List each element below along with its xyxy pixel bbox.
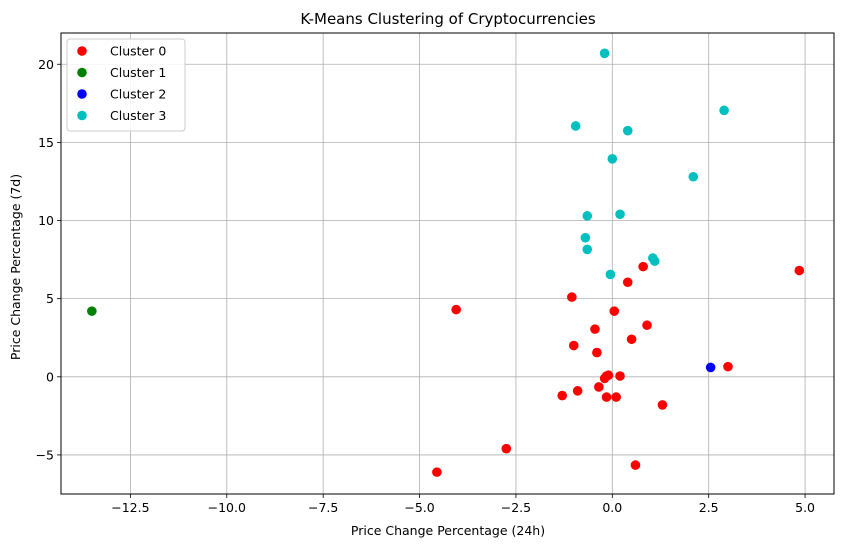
x-tick-label: 5.0 (795, 500, 815, 515)
data-point (611, 392, 621, 402)
data-point (794, 265, 805, 276)
data-point (567, 292, 577, 302)
data-point (599, 48, 610, 59)
legend-marker (77, 110, 87, 121)
data-point (657, 400, 668, 410)
y-tick-label: −5 (36, 447, 54, 462)
y-axis-ticks: −5 0 5 10 15 20 (36, 57, 61, 462)
data-point (572, 386, 583, 396)
chart-title: K-Means Clustering of Cryptocurrencies (300, 10, 596, 28)
data-point (601, 392, 612, 402)
x-tick-label: −12.5 (111, 500, 149, 515)
series-0 (432, 261, 805, 477)
data-point (557, 390, 567, 401)
data-point (705, 362, 716, 373)
legend-marker (77, 46, 87, 56)
data-point (580, 232, 591, 243)
data-point (688, 171, 699, 182)
data-point (626, 334, 637, 345)
y-axis-label: Price Change Percentage (7d) (8, 174, 23, 360)
data-point (603, 370, 614, 381)
data-point (642, 320, 652, 331)
data-point (432, 467, 442, 477)
legend: Cluster 0 Cluster 1 Cluster 2 Cluster 3 (66, 38, 186, 132)
data-point (568, 340, 579, 351)
x-axis-ticks: −12.5 −10.0 −7.5 −5.0 −2.5 0.0 2.5 5.0 (111, 494, 815, 515)
data-point (570, 121, 581, 131)
x-tick-label: −10.0 (208, 500, 246, 515)
series-1 (87, 306, 97, 316)
data-point (638, 261, 648, 272)
legend-entry: Cluster 0 (110, 44, 166, 59)
x-tick-label: 0.0 (602, 500, 622, 515)
data-point (582, 211, 593, 221)
data-point (630, 460, 641, 470)
data-point (615, 209, 625, 220)
y-tick-label: 15 (38, 135, 54, 150)
legend-marker (77, 89, 87, 99)
x-tick-label: −2.5 (501, 500, 531, 515)
grid-lines (61, 33, 834, 494)
data-point (590, 324, 600, 334)
data-points (87, 48, 805, 477)
plot-frame (60, 32, 835, 495)
series-2 (705, 362, 716, 373)
data-point (582, 244, 593, 255)
data-point (592, 347, 602, 358)
y-tick-label: 5 (46, 291, 54, 306)
data-point (719, 105, 729, 116)
x-tick-label: −5.0 (404, 500, 434, 515)
legend-entry: Cluster 1 (110, 65, 166, 80)
data-point (609, 306, 620, 316)
legend-box (66, 38, 186, 132)
legend-entry: Cluster 2 (110, 87, 166, 102)
y-tick-label: 0 (46, 369, 54, 384)
x-tick-label: −7.5 (308, 500, 338, 515)
data-point (615, 371, 625, 381)
data-point (605, 269, 616, 280)
data-point (451, 304, 461, 315)
data-point (622, 125, 633, 136)
series-3 (570, 48, 729, 280)
y-tick-label: 10 (38, 213, 54, 228)
legend-marker (77, 67, 87, 78)
x-axis-label: Price Change Percentage (24h) (351, 523, 545, 538)
data-point (87, 306, 97, 316)
data-point (649, 256, 660, 266)
x-tick-label: 2.5 (699, 500, 719, 515)
data-point (622, 277, 633, 288)
data-point (607, 153, 618, 164)
y-tick-label: 20 (38, 57, 54, 72)
data-point (723, 361, 733, 372)
data-point (594, 382, 604, 392)
data-point (501, 443, 512, 454)
legend-entry: Cluster 3 (110, 108, 166, 123)
